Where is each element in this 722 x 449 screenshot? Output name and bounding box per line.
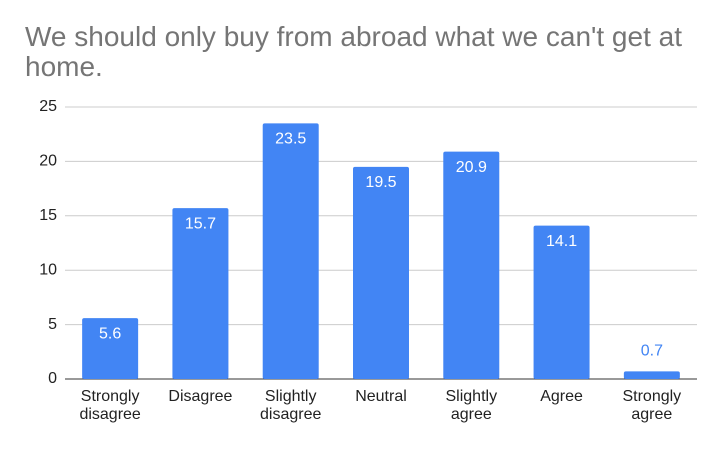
y-tick-label: 25 xyxy=(39,98,57,115)
x-tick-label: Strongly agree xyxy=(622,388,682,423)
y-tick-label: 5 xyxy=(48,316,57,333)
bar xyxy=(172,208,229,379)
value-label: 20.9 xyxy=(456,159,487,176)
y-tick-label: 15 xyxy=(39,207,57,224)
x-tick-label: Strongly disagree xyxy=(79,388,141,423)
bar xyxy=(353,166,409,379)
x-tick-label: Neutral xyxy=(355,388,407,405)
y-tick-label: 10 xyxy=(39,261,57,278)
x-tick-label: Slightly agree xyxy=(445,388,498,423)
x-tick-label: Disagree xyxy=(168,388,233,405)
value-label: 5.6 xyxy=(99,325,121,342)
bar xyxy=(533,225,590,379)
value-label: 14.1 xyxy=(546,233,577,250)
value-label: 23.5 xyxy=(275,131,306,148)
bar xyxy=(82,318,139,379)
x-tick-label: Agree xyxy=(540,388,583,405)
value-label: 19.5 xyxy=(365,174,396,191)
value-label: 0.7 xyxy=(641,343,663,360)
bar xyxy=(443,151,500,379)
value-label: 15.7 xyxy=(185,215,216,232)
x-tick-label: Slightly disagree xyxy=(260,388,322,423)
y-tick-label: 20 xyxy=(39,153,57,170)
bar xyxy=(262,123,319,379)
y-tick-label: 0 xyxy=(48,370,57,387)
chart-title: We should only buy from abroad what we c… xyxy=(25,21,682,82)
bar xyxy=(623,371,680,379)
